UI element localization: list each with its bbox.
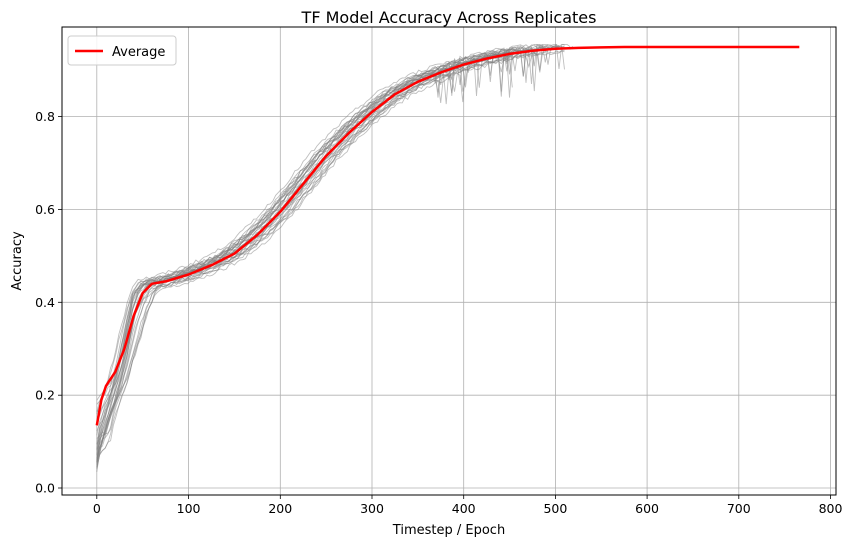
replicate-line <box>96 44 543 413</box>
replicate-line <box>96 54 518 439</box>
legend: Average <box>67 35 177 66</box>
x-axis-ticks: 0 100 200 300 400 500 600 700 800 <box>93 495 843 516</box>
x-tick-label: 300 <box>360 501 384 516</box>
y-tick-label: 0.8 <box>35 109 55 124</box>
x-tick-label: 700 <box>727 501 751 516</box>
x-axis-label: Timestep / Epoch <box>392 523 505 538</box>
average-line-group <box>95 45 800 426</box>
x-tick-label: 0 <box>93 501 101 516</box>
y-axis-label: Accuracy <box>10 231 25 291</box>
legend-label-average: Average <box>112 45 165 60</box>
y-axis-ticks: 0.0 0.2 0.4 0.6 0.8 <box>35 109 62 496</box>
x-tick-label: 800 <box>819 501 843 516</box>
y-tick-label: 0.2 <box>35 388 55 403</box>
replicate-line <box>96 49 565 432</box>
replicate-line <box>96 48 513 405</box>
grid <box>62 27 836 495</box>
y-tick-label: 0.6 <box>35 202 55 217</box>
plot-frame <box>61 26 837 496</box>
x-tick-label: 500 <box>543 501 567 516</box>
x-tick-label: 200 <box>268 501 292 516</box>
replicate-line <box>96 58 513 464</box>
y-tick-label: 0.0 <box>35 481 55 496</box>
x-tick-label: 400 <box>452 501 476 516</box>
chart-title: TF Model Accuracy Across Replicates <box>301 8 597 27</box>
x-tick-label: 600 <box>635 501 659 516</box>
average-line <box>95 45 800 426</box>
legend-box <box>67 35 177 66</box>
y-tick-label: 0.4 <box>35 295 55 310</box>
x-tick-label: 100 <box>177 501 201 516</box>
replicate-line <box>96 44 549 449</box>
